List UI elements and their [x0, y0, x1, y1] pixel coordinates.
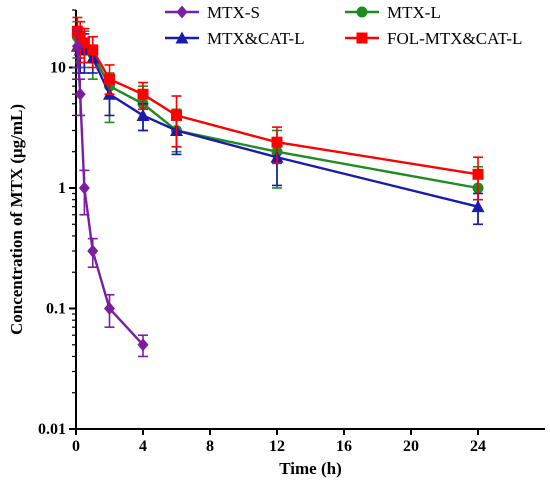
data-point	[472, 168, 484, 180]
data-point	[71, 39, 83, 53]
legend-label: MTX&CAT-L	[207, 29, 305, 48]
data-point	[471, 200, 485, 213]
data-point	[78, 181, 90, 195]
data-point	[137, 88, 149, 100]
x-tick-label: 20	[403, 438, 419, 455]
x-tick-label: 4	[139, 438, 147, 455]
data-point	[74, 87, 86, 101]
legend-label: MTX-L	[387, 3, 441, 22]
data-point	[104, 301, 115, 315]
x-axis-title: Time (h)	[279, 459, 342, 478]
data-point	[87, 44, 99, 56]
legend-item: MTX&CAT-L	[165, 29, 305, 48]
legend-marker	[175, 31, 189, 44]
data-point	[136, 108, 150, 121]
data-point	[137, 338, 149, 352]
y-axis-title: Concentration of MTX (μg/mL)	[7, 104, 26, 335]
axes: 0 4 8 12 16 20 24 0.01 0.1 1 10	[38, 9, 545, 455]
legend-marker	[356, 32, 368, 44]
series-mtx-s	[71, 30, 149, 358]
x-tick-label: 16	[336, 438, 352, 455]
y-tick-label: 0.1	[46, 300, 66, 317]
x-tick-label: 24	[470, 438, 486, 455]
x-tick-label: 0	[72, 438, 80, 455]
legend-item: MTX-S	[165, 3, 260, 22]
legend-marker	[176, 5, 188, 19]
legend-item: MTX-L	[345, 3, 441, 22]
series-line	[76, 46, 144, 346]
x-tick-label: 12	[269, 438, 285, 455]
data-point	[104, 73, 115, 85]
data-point	[87, 244, 99, 258]
y-tick-label: 1	[58, 180, 66, 197]
data-point	[171, 109, 182, 121]
legend-label: FOL-MTX&CAT-L	[387, 29, 522, 48]
legend: MTX-S MTX-L MTX&CAT-L FOL-MTX&CAT-L	[165, 3, 522, 48]
series-layer	[70, 16, 485, 358]
y-tick-label: 0.01	[38, 421, 66, 438]
data-point	[271, 136, 283, 148]
x-tick-label: 8	[206, 438, 214, 455]
legend-label: MTX-S	[207, 3, 260, 22]
legend-item: FOL-MTX&CAT-L	[345, 29, 522, 48]
legend-marker	[356, 6, 368, 18]
y-tick-label: 10	[50, 59, 66, 76]
data-point	[74, 31, 86, 43]
data-point	[78, 37, 90, 49]
